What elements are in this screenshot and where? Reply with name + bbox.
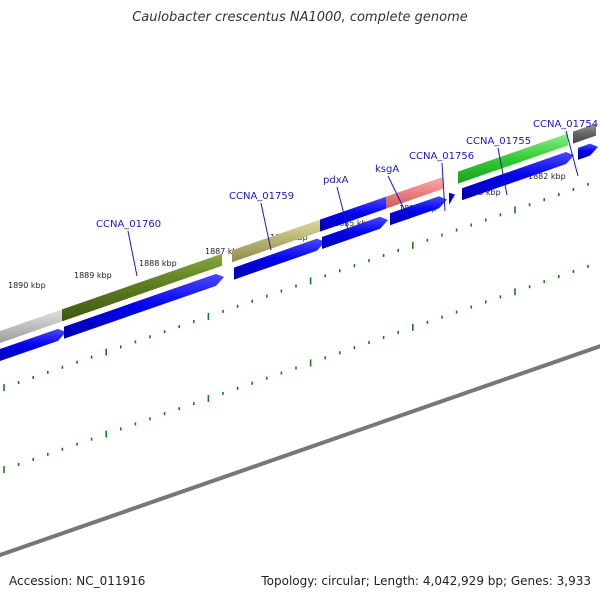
strand-arrow[interactable]: [322, 216, 388, 249]
strand-arrow[interactable]: [449, 192, 455, 205]
strand-arrow[interactable]: [64, 273, 224, 339]
strand-arrow[interactable]: [578, 143, 598, 160]
genome-title: Caulobacter crescentus NA1000, complete …: [132, 10, 468, 25]
green-feature[interactable]: [458, 133, 568, 184]
olive-feature[interactable]: [62, 253, 222, 322]
kbp-label: 1887 kbp: [205, 247, 243, 256]
kbp-label: 1885 kbp: [334, 219, 372, 228]
gene-leader-line: [127, 230, 138, 277]
upper-ruler: [3, 182, 589, 392]
gene-label[interactable]: pdxA: [323, 175, 349, 186]
kbp-label: 1889 kbp: [74, 271, 112, 280]
gene-label[interactable]: CCNA_01759: [229, 191, 294, 202]
gene-label[interactable]: CCNA_01755: [466, 136, 531, 147]
strand-arrow[interactable]: [462, 152, 574, 201]
gene-leader-line: [565, 130, 579, 177]
gene-leader-line: [441, 162, 446, 212]
gray-feature[interactable]: [0, 309, 62, 344]
gene-label[interactable]: ksgA: [375, 164, 399, 175]
gene-leader-line: [260, 202, 272, 251]
blue-feature[interactable]: [320, 196, 386, 232]
gene-label[interactable]: CCNA_01754: [533, 119, 598, 130]
gene-leader-line: [497, 147, 508, 196]
strand-arrow[interactable]: [234, 238, 325, 280]
gene-leader-line: [387, 175, 410, 220]
gene-label[interactable]: CCNA_01760: [96, 219, 161, 230]
gene-label[interactable]: CCNA_01756: [409, 151, 474, 162]
strand-arrow[interactable]: [0, 328, 66, 363]
genome-summary: Topology: circular; Length: 4,042,929 bp…: [261, 574, 591, 588]
lower-ruler: [3, 264, 589, 474]
darkgray-feature[interactable]: [573, 123, 596, 144]
strand-arrow[interactable]: [390, 196, 447, 226]
kbp-label: 1888 kbp: [139, 259, 177, 268]
khaki-feature[interactable]: [232, 219, 320, 263]
gene-leader-line: [336, 186, 350, 235]
kbp-label: 1890 kbp: [8, 281, 46, 290]
accession-label: Accession: NC_011916: [9, 574, 146, 588]
kbp-label: 1882 kbp: [528, 172, 566, 181]
genome-backbone: [0, 344, 600, 558]
